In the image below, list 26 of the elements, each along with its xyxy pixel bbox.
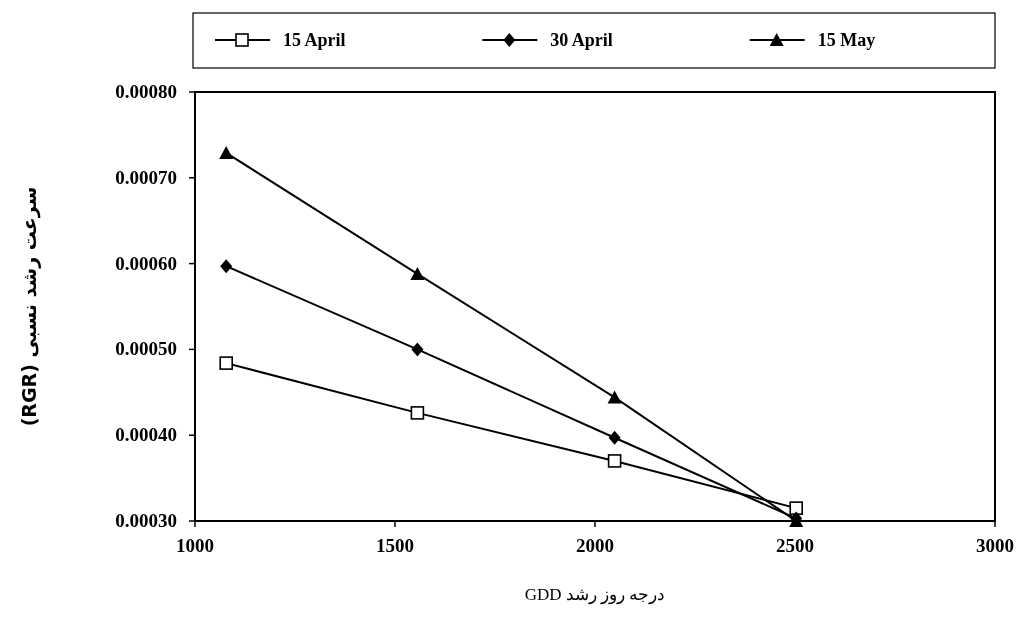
x-tick-label: 1000	[176, 535, 214, 556]
x-tick-label: 1500	[376, 535, 414, 556]
y-tick-label: 0.00050	[115, 338, 177, 360]
y-tick-label: 0.00030	[115, 510, 177, 531]
point	[608, 430, 621, 445]
point	[607, 454, 622, 468]
point	[410, 406, 425, 420]
x-tick-label: 2000	[576, 535, 614, 556]
point	[219, 356, 233, 370]
point	[410, 266, 425, 280]
legend-label: 15 May	[817, 30, 876, 50]
y-tick-label: 0.00070	[115, 166, 177, 188]
point	[411, 342, 424, 357]
y-tick-label: 0.00080	[115, 81, 177, 102]
x-axis-title: درجه روز رشد GDD	[524, 585, 666, 605]
y-tick-label: 0.00040	[115, 424, 177, 446]
point	[220, 259, 233, 274]
y-axis-title: سرعت رشد نسبی (RGR)	[18, 186, 41, 427]
point	[219, 145, 234, 159]
point	[789, 501, 803, 515]
legend-label: 15 April	[283, 30, 346, 50]
x-tick-label: 2500	[776, 535, 814, 556]
legend-label: 30 April	[550, 30, 613, 50]
x-tick-label: 3000	[976, 535, 1014, 556]
y-tick-label: 0.00060	[115, 252, 177, 274]
point	[607, 390, 622, 404]
